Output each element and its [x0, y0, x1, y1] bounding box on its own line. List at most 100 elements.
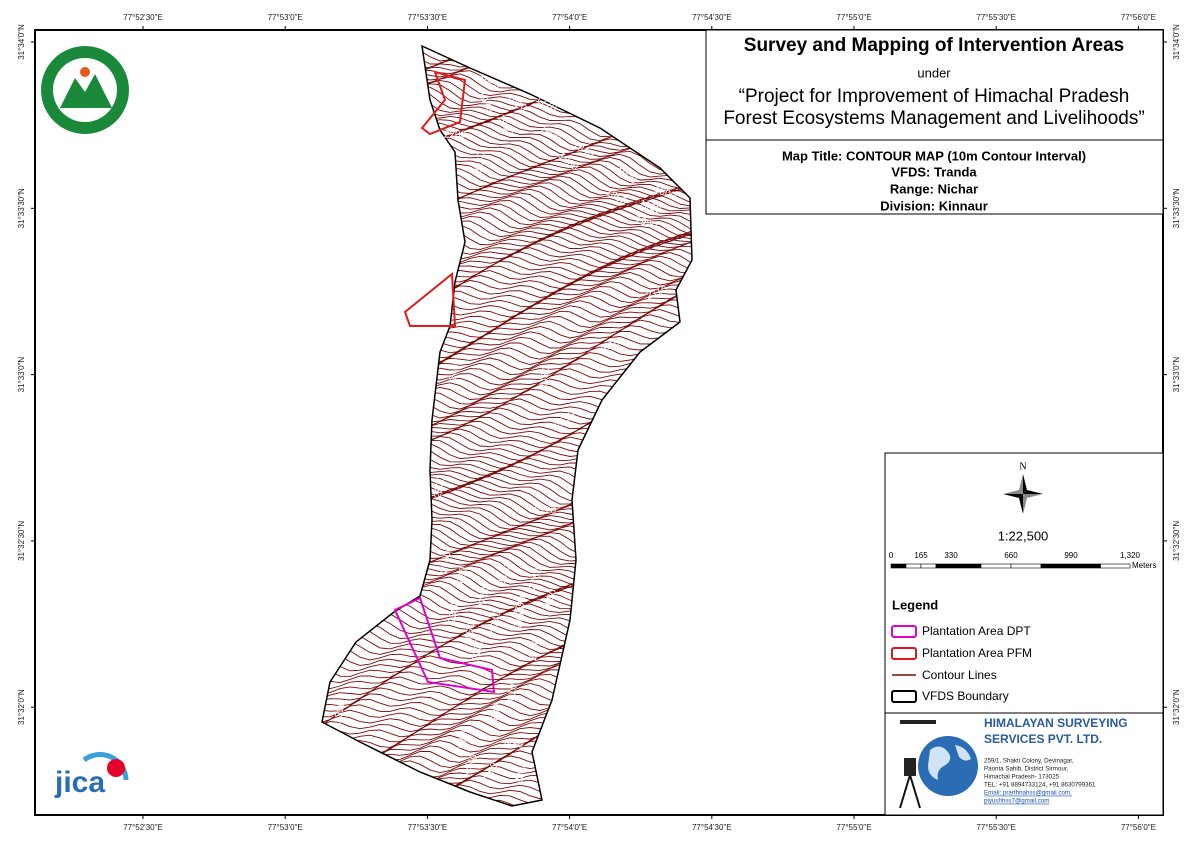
vfds: VFDS: Tranda — [891, 164, 977, 179]
longitude-label: 77°55'30"E — [976, 823, 1016, 832]
scale-tick-label: 330 — [944, 551, 958, 560]
contour-label: 2810 — [505, 683, 520, 707]
contour-label: 2620 — [455, 566, 470, 590]
contour-label: 2780 — [528, 638, 543, 662]
contour-label: 2430 — [538, 366, 553, 390]
contour-line — [300, 824, 700, 844]
address-line: Email: prarthnahss@gmail.com, — [984, 790, 1072, 797]
longitude-label: 77°52'30"E — [123, 13, 163, 22]
address-line: piyushhss7@gmail.com — [984, 798, 1049, 805]
legend-swatch — [891, 647, 917, 660]
pfm-area — [420, 70, 467, 136]
jica-text: jica — [54, 766, 105, 799]
latitude-label: 31°33'0"N — [17, 357, 26, 393]
latitude-label: 31°32'0"N — [17, 689, 26, 725]
contour-label: 2770 — [457, 726, 472, 750]
legend-item: Contour Lines — [922, 668, 997, 682]
address-line: Himachal Pradesh- 173025 — [984, 774, 1060, 781]
latitude-label: 31°33'30"N — [1172, 188, 1181, 228]
address-line: Paonta Sahib, District Sirmour, — [984, 766, 1069, 773]
pfm-area — [403, 271, 457, 327]
subtitle: under — [917, 65, 951, 80]
longitude-label: 77°52'30"E — [123, 823, 163, 832]
latitude-label: 31°32'30"N — [1172, 521, 1181, 561]
scale-segment — [1010, 563, 1042, 569]
contour-label: 2830 — [489, 703, 504, 727]
info-box — [705, 139, 1164, 215]
contour-label: 2320 — [333, 700, 348, 724]
latitude-label: 31°33'0"N — [1172, 357, 1181, 393]
jica-logo: jica — [54, 752, 129, 799]
longitude-label: 77°54'0"E — [552, 13, 587, 22]
project-line: Forest Ecosystems Management and Livelih… — [723, 108, 1144, 129]
longitude-label: 77°54'0"E — [552, 823, 587, 832]
north-label: N — [1019, 461, 1026, 472]
contour-label: 2500 — [433, 475, 448, 499]
scale-tick-label: 0 — [889, 551, 894, 560]
latitude-label: 31°32'0"N — [1172, 689, 1181, 725]
scale-tick-label: 1,320 — [1120, 551, 1141, 560]
longitude-label: 77°53'30"E — [408, 823, 448, 832]
longitude-label: 77°53'0"E — [268, 823, 303, 832]
contour-label: 2710 — [477, 586, 492, 610]
map-title: Map Title: CONTOUR MAP (10m Contour Inte… — [782, 148, 1086, 163]
title: Survey and Mapping of Intervention Areas — [744, 35, 1124, 56]
legend-item: VFDS Boundary — [922, 689, 1009, 703]
dpt-area — [393, 596, 496, 694]
title-box — [705, 29, 1164, 141]
scale-tick-label: 165 — [914, 551, 928, 560]
forest-logo — [41, 46, 129, 134]
longitude-label: 77°55'30"E — [976, 13, 1016, 22]
scale-segment — [950, 563, 982, 569]
latitude-label: 31°34'0"N — [1172, 24, 1181, 60]
latitude-label: 31°32'30"N — [17, 521, 26, 561]
range: Range: Nichar — [890, 181, 978, 196]
longitude-label: 77°55'0"E — [836, 13, 871, 22]
contour-label: 2740 — [489, 610, 504, 634]
contour-label: 2200 — [444, 130, 467, 141]
scale-segment — [890, 563, 907, 569]
address-line: 259/1, Shakti Colony, Devinagar, — [984, 758, 1074, 765]
legend-item: Plantation Area PFM — [922, 646, 1032, 660]
contour-label: 2880 — [501, 740, 524, 751]
scale-tick-label: 990 — [1064, 551, 1078, 560]
contour-label: 2650 — [463, 622, 478, 646]
scale-segment — [1100, 563, 1131, 569]
longitude-label: 77°55'0"E — [836, 823, 871, 832]
latitude-label: 31°33'30"N — [17, 188, 26, 228]
longitude-label: 77°56'0"E — [1121, 823, 1156, 832]
scale-segment — [920, 563, 937, 569]
contour-label: 2530 — [439, 550, 454, 574]
legend-swatch — [891, 625, 917, 638]
scale-segment — [935, 563, 952, 569]
address-line: TEL: +91 8894733124, +91 8630799361 — [984, 782, 1096, 789]
legend-swatch — [891, 690, 917, 703]
contour-label: 2750 — [513, 606, 528, 630]
contour-label: 2400 — [448, 358, 463, 382]
scale-tick-label: 660 — [1004, 551, 1018, 560]
legend-title: Legend — [892, 597, 938, 612]
longitude-label: 77°53'0"E — [268, 13, 303, 22]
scale-ratio: 1:22,500 — [998, 528, 1049, 543]
longitude-label: 77°54'30"E — [692, 823, 732, 832]
contour-line — [300, 819, 700, 839]
longitude-label: 77°54'30"E — [692, 13, 732, 22]
company-address: 259/1, Shakti Colony, Devinagar,Paonta S… — [984, 758, 1096, 805]
longitude-label: 77°53'30"E — [408, 13, 448, 22]
scale-segment — [1070, 563, 1101, 569]
contour-line — [300, 814, 700, 837]
longitude-label: 77°56'0"E — [1121, 13, 1156, 22]
scale-unit: Meters — [1132, 561, 1156, 570]
scale-segment — [980, 563, 1012, 569]
latitude-label: 31°34'0"N — [17, 24, 26, 60]
division: Division: Kinnaur — [880, 198, 988, 213]
company-logo — [899, 720, 978, 809]
company-name: HIMALAYAN SURVEYING — [984, 716, 1128, 730]
coordinate-labels: 77°52'30"E 77°52'30"E 77°53'0"E 77°53'0"E 77… — [17, 13, 1181, 832]
legend-item: Plantation Area DPT — [922, 624, 1031, 638]
contour-label: 2720 — [534, 506, 557, 517]
scale-segment — [905, 563, 922, 569]
contour-label: 2180 — [473, 151, 488, 175]
north-arrow — [1003, 474, 1043, 514]
